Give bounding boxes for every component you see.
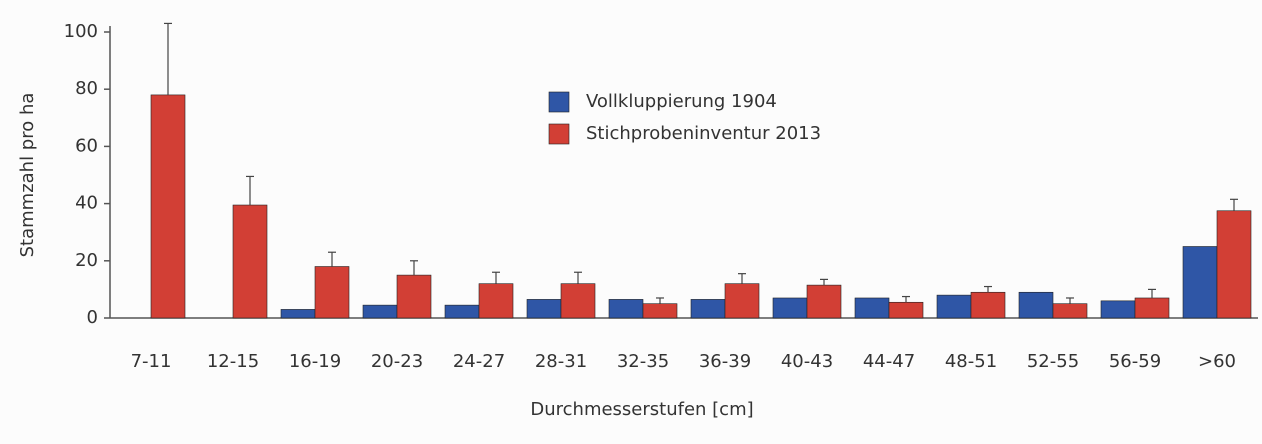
- x-tick-label: 52-55: [1027, 351, 1079, 372]
- bar: [970, 291, 1006, 319]
- bar: [314, 266, 350, 319]
- x-tick-label: >60: [1198, 351, 1236, 372]
- bar: [150, 94, 186, 319]
- error-bar: [656, 297, 664, 304]
- bar: [1182, 246, 1218, 319]
- y-tick-label: 0: [87, 307, 98, 328]
- error-bar: [1148, 288, 1156, 298]
- bar: [690, 299, 726, 319]
- error-bar: [820, 278, 828, 286]
- error-bar: [328, 251, 336, 267]
- bar: [724, 283, 760, 319]
- bar: [888, 301, 924, 319]
- y-tick-label: 40: [75, 193, 98, 214]
- x-tick-label: 56-59: [1109, 351, 1161, 372]
- bar: [280, 309, 316, 319]
- error-bar: [410, 260, 418, 276]
- error-bar: [246, 175, 254, 206]
- x-tick-label: 36-39: [699, 351, 751, 372]
- bar: [806, 284, 842, 319]
- x-tick-label: 44-47: [863, 351, 915, 372]
- bar: [854, 297, 890, 319]
- bar: [772, 297, 808, 319]
- x-tick-label: 12-15: [207, 351, 259, 372]
- error-bar: [1230, 198, 1238, 211]
- x-tick-label: 40-43: [781, 351, 833, 372]
- x-tick-label: 20-23: [371, 351, 423, 372]
- error-bar: [1066, 297, 1074, 304]
- x-tick-label: 28-31: [535, 351, 587, 372]
- bar: [936, 294, 972, 319]
- error-bar: [984, 285, 992, 293]
- legend-label: Vollkluppierung 1904: [586, 91, 777, 112]
- bar: [1134, 297, 1170, 319]
- legend-label: Stichprobeninventur 2013: [586, 123, 821, 144]
- y-tick-label: 100: [64, 21, 98, 42]
- bar: [478, 283, 514, 319]
- bar: [608, 299, 644, 319]
- bar: [232, 204, 268, 319]
- x-tick-label: 24-27: [453, 351, 505, 372]
- y-tick-label: 80: [75, 78, 98, 99]
- bar: [642, 303, 678, 319]
- bar: [362, 304, 398, 319]
- bar: [1100, 300, 1136, 319]
- bar: [1052, 303, 1088, 319]
- error-bar: [738, 273, 746, 284]
- bar: [396, 274, 432, 319]
- x-tick-label: 7-11: [131, 351, 172, 372]
- y-tick-label: 20: [75, 250, 98, 271]
- bar: [526, 299, 562, 319]
- y-tick-label: 60: [75, 135, 98, 156]
- bar: [1018, 291, 1054, 319]
- y-axis-label: Stammzahl pro ha: [17, 93, 38, 258]
- x-tick-label: 48-51: [945, 351, 997, 372]
- error-bar: [492, 271, 500, 284]
- legend-swatch: [548, 123, 570, 145]
- error-bar: [574, 271, 582, 284]
- x-tick-label: 16-19: [289, 351, 341, 372]
- x-tick-label: 32-35: [617, 351, 669, 372]
- error-bar: [902, 295, 910, 303]
- error-bar: [164, 22, 172, 95]
- bar: [1216, 210, 1252, 319]
- x-axis-label: Durchmesserstufen [cm]: [530, 399, 753, 420]
- bar: [444, 304, 480, 319]
- bar: [560, 283, 596, 319]
- legend-swatch: [548, 91, 570, 113]
